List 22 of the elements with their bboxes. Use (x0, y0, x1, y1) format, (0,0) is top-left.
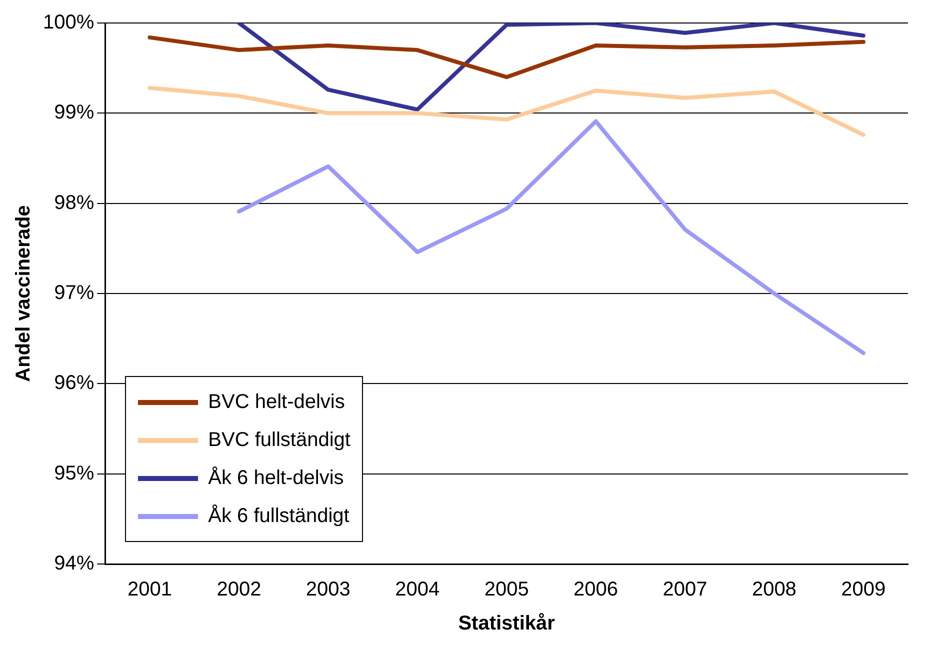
y-tick-label: 97% (54, 282, 94, 304)
x-tick-label: 2001 (128, 578, 172, 601)
legend-label: Åk 6 fullständigt (208, 504, 350, 528)
x-tick-label: 2007 (662, 578, 708, 601)
x-axis-title: Statistikår (458, 612, 556, 635)
y-tick-label: 95% (54, 462, 94, 484)
legend-label: Åk 6 helt-delvis (208, 466, 344, 490)
x-tick-label: 2008 (752, 578, 796, 601)
x-tick-label: 2004 (395, 578, 440, 601)
x-tick-label: 2005 (484, 578, 529, 601)
x-tick-label: 2009 (841, 578, 886, 601)
y-axis-title: Andel vaccinerade (12, 205, 35, 382)
x-tick-label: 2002 (216, 578, 262, 601)
y-tick-label: 100% (42, 12, 94, 34)
y-tick-label: 96% (54, 372, 94, 394)
y-tick-label: 94% (54, 552, 94, 575)
y-tick-label: 98% (54, 192, 94, 214)
x-tick-label: 2006 (574, 578, 618, 601)
legend-label: BVC fullständigt (208, 428, 350, 452)
legend-label: BVC helt-delvis (208, 390, 345, 414)
y-tick-label: 99% (54, 102, 94, 124)
x-tick-label: 2003 (306, 578, 350, 601)
